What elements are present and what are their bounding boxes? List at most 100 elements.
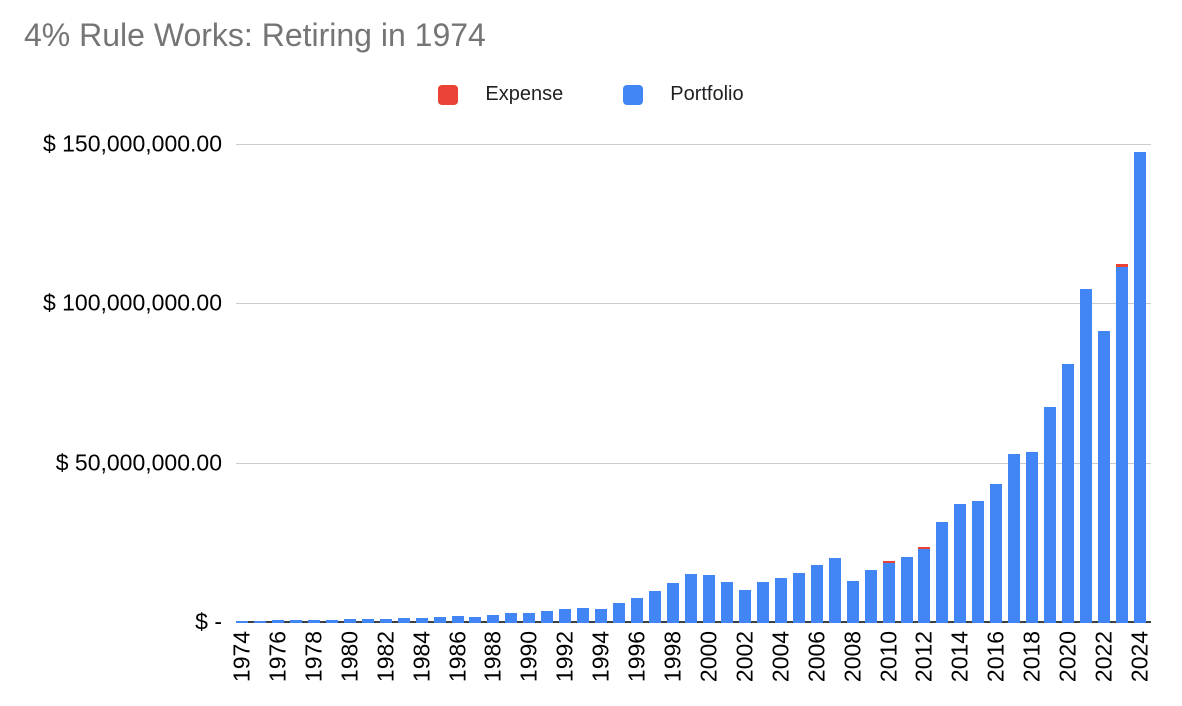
bar-1995[interactable] — [613, 603, 626, 623]
bar-segment-portfolio[interactable] — [595, 608, 608, 623]
bar-2006[interactable] — [810, 564, 823, 623]
bar-2000[interactable] — [702, 575, 715, 623]
bar-segment-portfolio[interactable] — [649, 591, 662, 623]
bar-1998[interactable] — [667, 582, 680, 623]
bar-segment-portfolio[interactable] — [307, 620, 320, 623]
bar-segment-portfolio[interactable] — [253, 620, 266, 623]
bar-segment-portfolio[interactable] — [792, 573, 805, 623]
bar-2022[interactable] — [1098, 331, 1111, 623]
bar-1982[interactable] — [379, 618, 392, 623]
bar-segment-portfolio[interactable] — [720, 582, 733, 623]
bar-segment-portfolio[interactable] — [1044, 406, 1057, 623]
bar-1981[interactable] — [361, 619, 374, 623]
bar-1991[interactable] — [541, 611, 554, 623]
bar-segment-expense[interactable] — [882, 560, 895, 563]
bar-1987[interactable] — [469, 616, 482, 623]
bar-segment-portfolio[interactable] — [541, 611, 554, 623]
bar-segment-portfolio[interactable] — [451, 616, 464, 623]
bar-1983[interactable] — [397, 618, 410, 623]
bar-2011[interactable] — [900, 557, 913, 623]
bar-segment-portfolio[interactable] — [685, 573, 697, 623]
bar-segment-portfolio[interactable] — [1116, 266, 1129, 623]
bar-1999[interactable] — [685, 573, 697, 623]
bar-segment-portfolio[interactable] — [1098, 331, 1111, 623]
bar-segment-portfolio[interactable] — [343, 619, 356, 623]
bar-1974[interactable] — [236, 620, 248, 623]
bar-segment-portfolio[interactable] — [487, 614, 500, 623]
bar-segment-portfolio[interactable] — [738, 590, 751, 623]
bar-2002[interactable] — [738, 590, 751, 623]
bar-segment-portfolio[interactable] — [774, 578, 787, 623]
bar-1985[interactable] — [433, 617, 446, 623]
bar-1986[interactable] — [451, 616, 464, 623]
bar-segment-portfolio[interactable] — [559, 609, 572, 623]
bar-segment-portfolio[interactable] — [756, 582, 769, 623]
bar-2007[interactable] — [828, 557, 841, 623]
bar-segment-portfolio[interactable] — [613, 603, 626, 623]
bar-1994[interactable] — [595, 608, 608, 623]
bar-1993[interactable] — [577, 608, 590, 623]
bar-segment-portfolio[interactable] — [1026, 452, 1039, 623]
bar-segment-portfolio[interactable] — [577, 608, 590, 623]
bar-segment-portfolio[interactable] — [702, 575, 715, 623]
bar-segment-portfolio[interactable] — [1134, 151, 1146, 623]
bar-segment-portfolio[interactable] — [433, 617, 446, 623]
bar-1984[interactable] — [415, 618, 428, 623]
bar-segment-portfolio[interactable] — [631, 598, 644, 623]
bar-segment-portfolio[interactable] — [1008, 454, 1021, 623]
bar-2023[interactable] — [1116, 263, 1129, 623]
bar-2019[interactable] — [1044, 406, 1057, 623]
bar-2009[interactable] — [864, 570, 877, 623]
bar-2010[interactable] — [882, 560, 895, 623]
bar-segment-portfolio[interactable] — [379, 618, 392, 623]
bar-segment-portfolio[interactable] — [289, 620, 302, 623]
bar-segment-portfolio[interactable] — [954, 504, 967, 623]
bar-1997[interactable] — [649, 591, 662, 623]
bar-2003[interactable] — [756, 582, 769, 623]
bar-segment-portfolio[interactable] — [972, 500, 985, 623]
bar-segment-portfolio[interactable] — [325, 619, 338, 623]
bar-2017[interactable] — [1008, 454, 1021, 623]
bar-2015[interactable] — [972, 500, 985, 623]
bar-segment-portfolio[interactable] — [505, 612, 518, 623]
bar-segment-portfolio[interactable] — [523, 613, 536, 623]
bar-2008[interactable] — [846, 581, 859, 623]
bar-segment-portfolio[interactable] — [864, 570, 877, 623]
bar-segment-portfolio[interactable] — [900, 557, 913, 623]
bar-1980[interactable] — [343, 619, 356, 623]
bar-2013[interactable] — [936, 522, 949, 623]
bar-2020[interactable] — [1062, 364, 1075, 623]
bar-segment-portfolio[interactable] — [271, 620, 284, 623]
bar-segment-expense[interactable] — [1116, 263, 1129, 267]
bar-segment-portfolio[interactable] — [1062, 364, 1075, 623]
bar-segment-portfolio[interactable] — [667, 582, 680, 623]
bar-2004[interactable] — [774, 578, 787, 623]
bar-2024[interactable] — [1134, 151, 1146, 623]
bar-segment-portfolio[interactable] — [236, 620, 248, 623]
bar-segment-portfolio[interactable] — [828, 557, 841, 623]
bar-1979[interactable] — [325, 619, 338, 623]
bar-1988[interactable] — [487, 614, 500, 623]
bar-1975[interactable] — [253, 620, 266, 623]
bar-segment-portfolio[interactable] — [415, 618, 428, 623]
bar-2018[interactable] — [1026, 452, 1039, 623]
bar-2001[interactable] — [720, 582, 733, 623]
bar-1990[interactable] — [523, 613, 536, 623]
bar-segment-portfolio[interactable] — [990, 484, 1003, 623]
bar-segment-portfolio[interactable] — [1080, 289, 1093, 623]
bar-segment-portfolio[interactable] — [810, 564, 823, 623]
bar-1976[interactable] — [271, 620, 284, 623]
bar-1992[interactable] — [559, 609, 572, 623]
bar-segment-portfolio[interactable] — [882, 562, 895, 623]
bar-2016[interactable] — [990, 484, 1003, 623]
bar-segment-expense[interactable] — [918, 546, 931, 549]
bar-2005[interactable] — [792, 573, 805, 623]
bar-1978[interactable] — [307, 620, 320, 623]
bar-segment-portfolio[interactable] — [918, 548, 931, 623]
bar-2012[interactable] — [918, 546, 931, 623]
bar-segment-portfolio[interactable] — [469, 616, 482, 623]
bar-segment-portfolio[interactable] — [936, 522, 949, 623]
bar-1977[interactable] — [289, 620, 302, 623]
bar-segment-portfolio[interactable] — [397, 618, 410, 623]
bar-segment-portfolio[interactable] — [846, 581, 859, 623]
